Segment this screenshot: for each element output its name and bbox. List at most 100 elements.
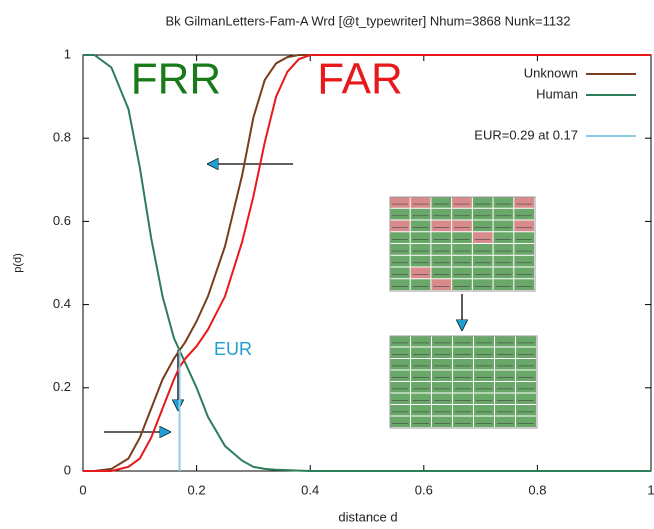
thumb-cell xyxy=(514,267,534,279)
legend-label: EUR=0.29 at 0.17 xyxy=(474,127,578,142)
thumb-cell xyxy=(411,336,431,347)
thumb-cell xyxy=(390,359,410,370)
x-axis-label: distance d xyxy=(338,509,397,524)
thumb-cell xyxy=(514,208,534,220)
thumb-cell xyxy=(474,393,494,404)
thumb-cell xyxy=(390,220,410,232)
thumb-cell xyxy=(431,244,452,255)
thumb-cell xyxy=(472,244,493,255)
thumb-cell xyxy=(452,232,472,243)
thumb-cell xyxy=(390,382,410,393)
thumb-cell xyxy=(472,220,493,232)
thumb-cell xyxy=(493,232,514,243)
thumb-cell xyxy=(493,279,514,290)
thumb-frame xyxy=(389,196,536,292)
thumb-cell xyxy=(472,267,493,279)
y-tick-label: 0.2 xyxy=(53,379,71,394)
plot-frame xyxy=(82,54,652,472)
thumb-cell xyxy=(474,370,494,381)
thumb-cell xyxy=(410,197,431,208)
thumb-cell xyxy=(453,416,473,427)
thumb-cell xyxy=(495,416,515,427)
thumb-cell xyxy=(516,416,536,427)
thumb-cell xyxy=(516,405,536,416)
thumb-cell xyxy=(493,220,514,232)
thumb-cell xyxy=(453,405,473,416)
thumb-cell xyxy=(390,197,410,208)
thumb-cell xyxy=(495,393,515,404)
thumb-cell xyxy=(474,336,494,347)
thumb-cell xyxy=(411,359,431,370)
y-tick-label: 0.6 xyxy=(53,213,71,228)
thumb-cell xyxy=(432,336,452,347)
thumb-cell xyxy=(474,382,494,393)
x-tick-label: 0.6 xyxy=(415,482,433,497)
thumb-cell xyxy=(452,197,472,208)
thumb-cell xyxy=(431,255,452,267)
thumb-cell xyxy=(410,267,431,279)
thumb-cell xyxy=(411,405,431,416)
thumb-cell xyxy=(432,370,452,381)
thumb-cell xyxy=(453,393,473,404)
thumb-cell xyxy=(411,347,431,358)
thumb-cell xyxy=(453,370,473,381)
series-line xyxy=(83,54,651,472)
thumb-cell xyxy=(516,336,536,347)
y-tick-label: 1 xyxy=(64,46,71,61)
thumb-cell xyxy=(472,208,493,220)
thumb-cell xyxy=(432,393,452,404)
thumb-cell xyxy=(516,359,536,370)
thumb-cell xyxy=(452,279,472,290)
thumb-cell xyxy=(390,370,410,381)
thumb-cell xyxy=(516,382,536,393)
thumb-cell xyxy=(431,267,452,279)
thumb-cell xyxy=(495,336,515,347)
thumb-cell xyxy=(453,359,473,370)
thumb-cell xyxy=(432,347,452,358)
thumb-cell xyxy=(410,232,431,243)
thumb-frame xyxy=(389,335,538,429)
series-line xyxy=(83,54,651,472)
thumb-cell xyxy=(516,347,536,358)
y-tick-label: 0 xyxy=(64,462,71,477)
thumb-cell xyxy=(472,279,493,290)
legend-label: Human xyxy=(536,86,578,101)
thumb-cell xyxy=(432,382,452,393)
thumb-cell xyxy=(410,279,431,290)
thumb-cell xyxy=(495,370,515,381)
thumb-cell xyxy=(514,255,534,267)
annotation: EUR xyxy=(214,339,252,359)
thumb-cell xyxy=(495,359,515,370)
thumb-cell xyxy=(431,232,452,243)
thumb-cell xyxy=(493,197,514,208)
thumb-cell xyxy=(493,267,514,279)
thumb-cell xyxy=(410,244,431,255)
thumb-cell xyxy=(431,279,452,290)
thumb-cell xyxy=(453,347,473,358)
thumb-cell xyxy=(432,416,452,427)
x-tick-label: 0.2 xyxy=(188,482,206,497)
thumb-cell xyxy=(474,416,494,427)
thumb-cell xyxy=(390,336,410,347)
thumb-cell xyxy=(390,416,410,427)
thumb-cell xyxy=(474,405,494,416)
thumb-cell xyxy=(495,382,515,393)
thumb-cell xyxy=(493,255,514,267)
thumb-cell xyxy=(390,405,410,416)
thumb-cell xyxy=(390,393,410,404)
thumb-cell xyxy=(390,255,410,267)
thumb-cell xyxy=(452,255,472,267)
thumb-cell xyxy=(431,220,452,232)
thumb-cell xyxy=(453,336,473,347)
thumb-cell xyxy=(452,220,472,232)
thumb-cell xyxy=(493,244,514,255)
thumb-cell xyxy=(453,382,473,393)
y-tick-label: 0.8 xyxy=(53,130,71,145)
thumb-cell xyxy=(390,232,410,243)
thumb-cell xyxy=(390,279,410,290)
thumbnails xyxy=(389,196,538,429)
thumb-cell xyxy=(474,347,494,358)
thumb-cell xyxy=(493,208,514,220)
y-tick-label: 0.4 xyxy=(53,296,71,311)
